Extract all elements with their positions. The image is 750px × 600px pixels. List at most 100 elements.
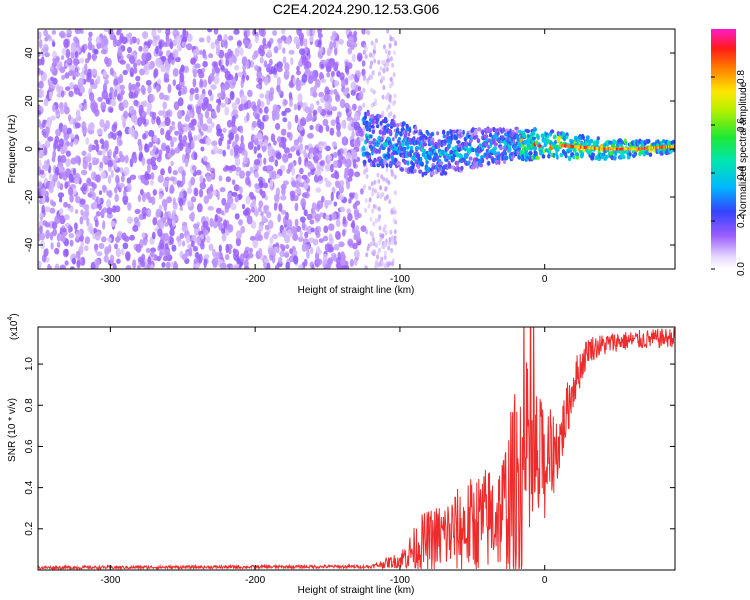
spectrogram-signal-cell	[663, 145, 666, 149]
spectrogram-signal-cell	[617, 147, 620, 151]
spectrogram-noise-cell	[361, 29, 366, 35]
spectrogram-noise-cell	[328, 223, 335, 231]
spectrogram-noise-cell	[116, 258, 121, 264]
spectrogram-signal-cell	[583, 145, 586, 149]
spectrogram-noise-cell	[207, 205, 214, 211]
spectrogram-noise-cell	[248, 247, 253, 254]
spectrogram-signal-cell	[408, 128, 412, 134]
spectrogram-noise-cell	[51, 29, 57, 35]
spectrogram-signal-cell	[611, 147, 614, 151]
spectrogram-noise-cell	[355, 225, 360, 231]
spectrogram-noise-cell	[148, 129, 155, 137]
spectrogram-signal-cell	[494, 128, 498, 134]
spectrogram-noise-cell	[281, 111, 286, 116]
spectrogram-noise-cell	[356, 232, 361, 241]
spectrogram-noise-cell	[365, 174, 369, 179]
spectrogram-noise-cell	[119, 84, 125, 91]
spectrogram-noise-cell	[103, 255, 109, 263]
spectrogram-noise-cell	[281, 29, 286, 35]
spectrogram-signal-cell	[430, 140, 434, 146]
spectrogram-noise-cell	[118, 150, 123, 158]
spectrogram-noise-cell	[294, 202, 299, 212]
snr-plot-area	[38, 327, 675, 570]
spectrogram-noise-cell	[96, 251, 103, 257]
spectrogram-noise-cell	[38, 39, 43, 49]
spectrogram-signal-cell	[578, 145, 581, 149]
spectrogram-noise-cell	[377, 59, 381, 65]
spectrogram-noise-cell	[316, 200, 324, 210]
spectrogram-noise-cell	[72, 167, 77, 176]
spectrogram-noise-cell	[151, 231, 156, 240]
spectrogram-signal-cell	[422, 151, 426, 157]
spectrogram-noise-cell	[128, 127, 135, 135]
spectrogram-signal-cell	[535, 155, 540, 160]
spectrogram-signal-cell	[672, 145, 675, 149]
spectrogram-noise-cell	[239, 125, 244, 134]
spectrogram-noise-cell	[68, 232, 75, 239]
spectrogram-noise-cell	[328, 233, 333, 242]
spectrogram-noise-cell	[38, 67, 41, 75]
spectrogram-signal-cell	[377, 114, 382, 119]
spectrogram-noise-cell	[100, 101, 107, 110]
spectrogram-noise-cell	[221, 197, 227, 206]
spectrogram-noise-cell	[150, 156, 157, 162]
spectrogram-noise-cell	[235, 237, 241, 247]
spectrogram-signal-cell	[385, 163, 389, 168]
spectrogram-noise-cell	[210, 41, 216, 50]
spectrogram-noise-cell	[245, 59, 250, 70]
spectrogram-noise-cell	[338, 154, 344, 161]
spectrogram-noise-cell	[251, 200, 256, 206]
spectrogram-noise-cell	[112, 262, 117, 269]
spectrogram-signal-cell	[476, 138, 481, 144]
spectrogram-noise-cell	[283, 99, 288, 106]
spectrogram-noise-cell	[38, 150, 44, 159]
spectrogram-noise-cell	[74, 58, 79, 65]
spectrogram-noise-cell	[94, 219, 99, 228]
spectrogram-noise-cell	[63, 38, 69, 48]
spectrogram-noise-cell	[315, 258, 323, 266]
colorbar-axis: 0.0 0.2 0.4 0.6 0.8	[711, 70, 747, 276]
spectrogram-noise-cell	[62, 227, 67, 233]
spectrogram-noise-cell	[66, 29, 72, 36]
spectrogram-noise-cell	[220, 210, 225, 216]
spectrogram-signal-cell	[423, 142, 427, 147]
spectrogram-noise-cell	[333, 254, 337, 262]
spectrogram-noise-cell	[247, 89, 253, 98]
spectrogram-signal-cell	[409, 149, 414, 154]
spectrogram-noise-cell	[190, 196, 197, 203]
spectrogram-signal-cell	[515, 129, 520, 134]
spectrogram-signal-cell	[458, 129, 462, 133]
spectrogram-noise-cell	[60, 90, 65, 98]
spectrogram-signal-cell	[654, 146, 657, 150]
spectrogram-noise-cell	[224, 204, 230, 213]
spectrogram-noise-cell	[262, 37, 267, 47]
spectrogram-noise-cell	[342, 216, 347, 225]
spectrogram-noise-cell	[224, 70, 231, 81]
y-tick-label: 0.4	[24, 480, 35, 494]
spectrogram-noise-cell	[291, 166, 296, 176]
spectrogram-noise-cell	[64, 214, 70, 221]
spectrogram-noise-cell	[385, 177, 388, 183]
spectrogram-noise-cell	[206, 171, 210, 181]
spectrogram-noise-cell	[368, 185, 372, 191]
spectrogram-noise-cell	[303, 209, 308, 217]
spectrogram-noise-cell	[83, 103, 88, 110]
svg-text:(x104): (x104)	[7, 313, 20, 340]
spectrogram-signal-cell	[383, 119, 388, 124]
spectrogram-noise-cell	[88, 144, 93, 153]
spectrogram-noise-cell	[368, 197, 372, 203]
spectrogram-signal-cell	[395, 143, 399, 147]
spectrogram-noise-cell	[289, 248, 293, 255]
spectrogram-noise-cell	[133, 62, 138, 69]
spectrogram-noise-cell	[104, 56, 109, 65]
spectrogram-noise-cell	[138, 45, 143, 52]
spectrogram-noise-cell	[68, 70, 75, 77]
snr-scale-exponent: 4	[7, 317, 14, 321]
spectrogram-noise-cell	[38, 260, 42, 269]
spectrogram-noise-cell	[361, 68, 366, 77]
spectrogram-noise-cell	[165, 66, 170, 75]
spectrogram-noise-cell	[184, 157, 189, 168]
spectrogram-noise-cell	[263, 60, 268, 68]
spectrogram-noise-cell	[45, 126, 50, 136]
spectrogram-noise-cell	[388, 97, 392, 102]
